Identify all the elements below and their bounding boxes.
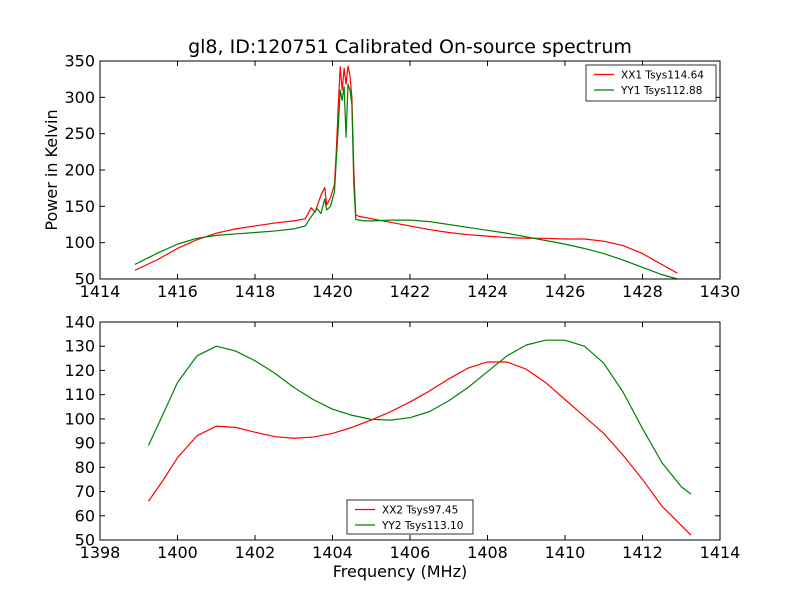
series-line-2-2 [147, 339, 692, 495]
y-axis-label: Power in Kelvin [42, 109, 61, 230]
x-tick-label: 1404 [312, 543, 353, 562]
x-tick-label: 1412 [622, 543, 663, 562]
series-line-2-1 [147, 361, 692, 536]
y-tick-label: 80 [75, 458, 95, 477]
x-tick-label: 1402 [235, 543, 276, 562]
y-tick-label: 140 [64, 313, 95, 332]
x-tick-label: 1430 [700, 282, 741, 301]
y-tick-label: 50 [75, 270, 95, 289]
y-tick-label: 120 [64, 361, 95, 380]
chart-title: gl8, ID:120751 Calibrated On-source spec… [188, 36, 632, 58]
y-tick-label: 250 [64, 124, 95, 143]
y-tick-label: 350 [64, 52, 95, 71]
x-tick-label: 1420 [312, 282, 353, 301]
y-tick-label: 60 [75, 506, 95, 525]
y-tick-label: 150 [64, 197, 95, 216]
series-line-1-2 [134, 83, 678, 280]
x-tick-label: 1400 [157, 543, 198, 562]
x-tick-label: 1406 [390, 543, 431, 562]
x-axis-label: Frequency (MHz) [333, 562, 467, 581]
x-tick-label: 1424 [467, 282, 508, 301]
x-tick-label: 1422 [390, 282, 431, 301]
x-tick-label: 1416 [157, 282, 198, 301]
y-tick-label: 300 [64, 88, 95, 107]
y-tick-label: 130 [64, 337, 95, 356]
x-tick-label: 1398 [80, 543, 121, 562]
legend-box [346, 499, 474, 535]
x-tick-label: 1408 [467, 543, 508, 562]
plot-panel-1: 1414 1416 1418 1420 1422 1424 1426 1428 1430 50 10… [42, 52, 740, 302]
y-tick-label: 200 [64, 161, 95, 180]
x-tick-label: 1414 [80, 282, 121, 301]
legend: XX2 Tsys97.45 YY2 Tsys113.10 [346, 499, 474, 535]
legend: XX1 Tsys114.64 YY1 Tsys112.88 [585, 64, 717, 102]
y-tick-label: 50 [75, 531, 95, 550]
y-tick-label: 70 [75, 482, 95, 501]
y-tick-label: 90 [75, 434, 95, 453]
x-tick-label: 1428 [622, 282, 663, 301]
legend-box [585, 64, 717, 102]
x-tick-label: 1410 [545, 543, 586, 562]
legend-label: XX1 Tsys114.64 [621, 69, 704, 81]
x-tick-label: 1426 [545, 282, 586, 301]
x-tick-label: 1418 [235, 282, 276, 301]
x-tick-label: 1414 [700, 543, 741, 562]
plot-panel-2: 1398 1400 1402 1404 1406 1408 1410 1412 1414 50 60… [64, 313, 740, 582]
legend-label: YY1 Tsys112.88 [620, 85, 702, 97]
legend-label: XX2 Tsys97.45 [382, 504, 458, 516]
legend-label: YY2 Tsys113.10 [381, 520, 463, 532]
y-tick-label: 100 [64, 233, 95, 252]
y-tick-label: 100 [64, 409, 95, 428]
y-tick-label: 110 [64, 385, 95, 404]
